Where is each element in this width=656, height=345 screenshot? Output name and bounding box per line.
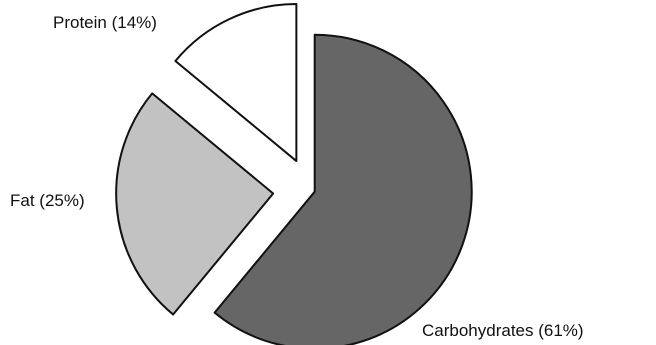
pie-slice-fat [115,92,275,316]
pie-slice-carbohydrates [213,33,473,345]
slice-label-protein: Protein (14%) [53,13,157,32]
slice-label-carbohydrates: Carbohydrates (61%) [422,321,584,340]
slice-label-fat: Fat (25%) [10,191,85,210]
pie-slice-protein [174,3,298,163]
pie-slices [115,3,473,345]
